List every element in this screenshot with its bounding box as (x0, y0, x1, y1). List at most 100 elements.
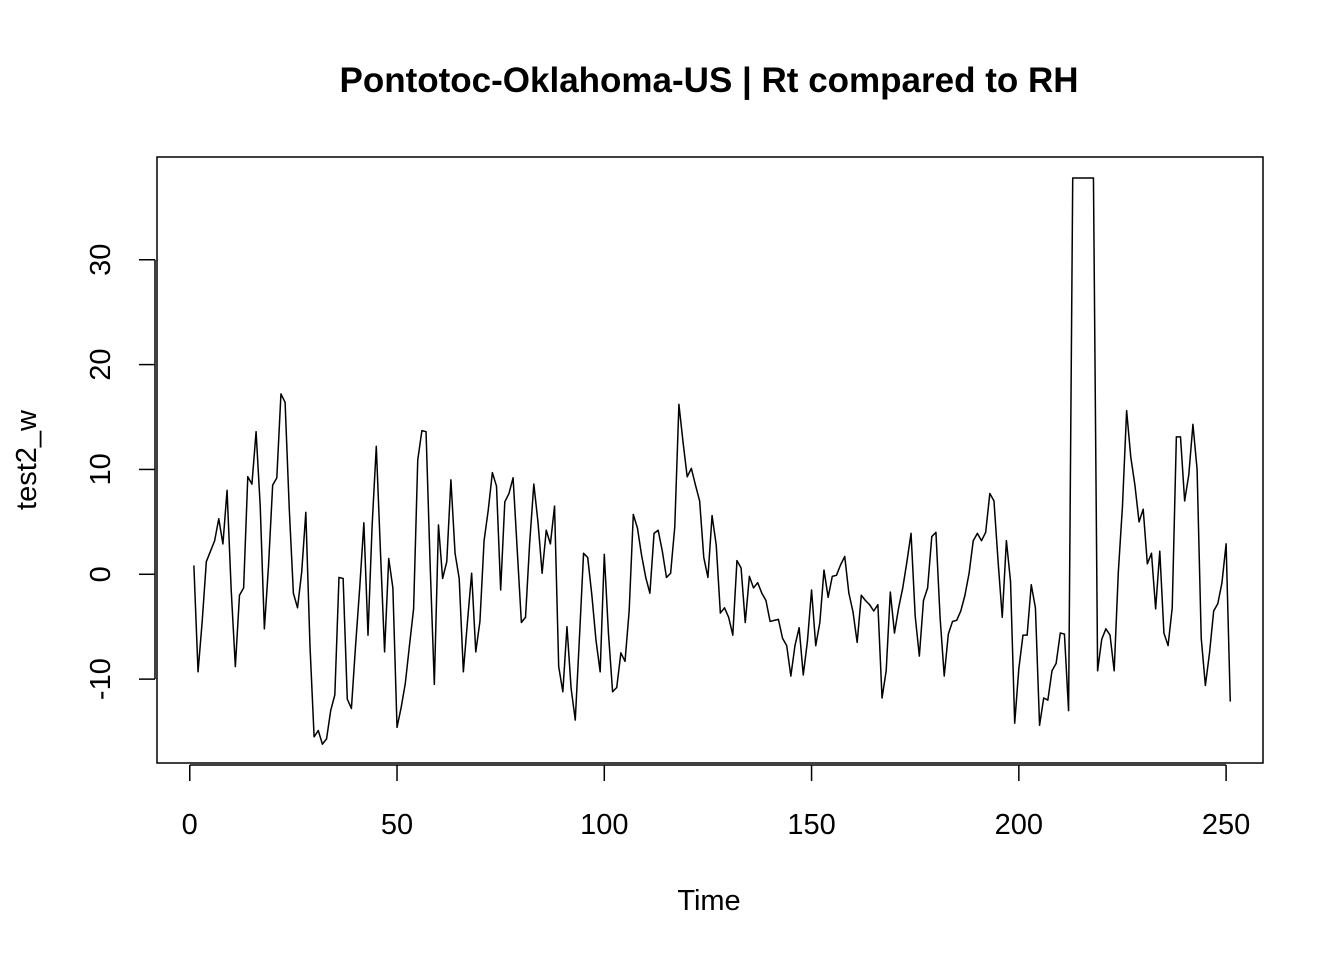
data-point (231, 589, 232, 590)
data-point (964, 595, 965, 596)
data-point (459, 578, 460, 579)
data-point (372, 524, 373, 525)
data-point (268, 565, 269, 566)
data-point (761, 593, 762, 594)
y-tick-label: 20 (85, 348, 117, 380)
data-point (890, 592, 891, 593)
data-point (919, 655, 920, 656)
data-point (537, 521, 538, 522)
data-point (318, 730, 319, 731)
data-point (600, 671, 601, 672)
x-tick-label: 250 (1202, 809, 1250, 841)
data-point (682, 442, 683, 443)
data-point (799, 627, 800, 628)
data-point (1205, 685, 1206, 686)
data-point (351, 708, 352, 709)
data-point (367, 634, 368, 635)
data-point (500, 589, 501, 590)
data-point (226, 490, 227, 491)
data-point (512, 477, 513, 478)
data-point (376, 446, 377, 447)
data-point (1051, 670, 1052, 671)
data-point (1226, 543, 1227, 544)
data-point (595, 640, 596, 641)
data-point (840, 564, 841, 565)
data-point (1163, 632, 1164, 633)
data-point (504, 501, 505, 502)
data-point (210, 551, 211, 552)
data-point (417, 459, 418, 460)
data-point (521, 622, 522, 623)
data-point (828, 597, 829, 598)
data-point (931, 536, 932, 537)
data-point (629, 610, 630, 611)
data-point (562, 691, 563, 692)
y-axis: -10 0 10 20 30 (85, 244, 155, 700)
data-point (496, 486, 497, 487)
data-point (757, 582, 758, 583)
data-point (653, 533, 654, 534)
data-point (467, 621, 468, 622)
data-point (1018, 668, 1019, 669)
data-point (301, 572, 302, 573)
data-point (554, 506, 555, 507)
data-point (687, 476, 688, 477)
data-point (384, 651, 385, 652)
data-point (1143, 509, 1144, 510)
data-point (1176, 436, 1177, 437)
data-point (1217, 603, 1218, 604)
data-point (1109, 634, 1110, 635)
data-point (740, 567, 741, 568)
data-point (454, 553, 455, 554)
data-point (1122, 506, 1123, 507)
data-point (1089, 177, 1090, 178)
data-point (807, 641, 808, 642)
data-point (1172, 607, 1173, 608)
data-point (857, 642, 858, 643)
series-line (194, 178, 1230, 744)
data-point (658, 530, 659, 531)
data-point (1002, 617, 1003, 618)
data-point (434, 684, 435, 685)
data-point (1085, 177, 1086, 178)
data-point (488, 510, 489, 511)
data-point (1072, 177, 1073, 178)
data-point (1043, 697, 1044, 698)
data-point (948, 633, 949, 634)
data-point (475, 651, 476, 652)
data-point (915, 616, 916, 617)
data-point (508, 493, 509, 494)
data-point (1184, 500, 1185, 501)
data-point (881, 697, 882, 698)
y-tick-label: -10 (85, 658, 117, 700)
data-point (790, 675, 791, 676)
data-point (550, 543, 551, 544)
data-point (471, 573, 472, 574)
data-point (533, 484, 534, 485)
data-point (1056, 663, 1057, 664)
data-point (542, 573, 543, 574)
data-point (1080, 177, 1081, 178)
data-point (960, 610, 961, 611)
data-point (952, 621, 953, 622)
data-point (811, 589, 812, 590)
plot-frame (157, 157, 1263, 763)
data-point (935, 532, 936, 533)
data-point (819, 622, 820, 623)
x-tick-label: 50 (381, 809, 413, 841)
data-point (1201, 638, 1202, 639)
data-point (641, 555, 642, 556)
y-tick-label: 10 (85, 453, 117, 485)
data-point (558, 666, 559, 667)
data-point (604, 554, 605, 555)
data-point (479, 621, 480, 622)
data-point (1138, 521, 1139, 522)
data-point (1196, 469, 1197, 470)
data-point (981, 540, 982, 541)
data-point (923, 600, 924, 601)
data-point (844, 556, 845, 557)
data-point (927, 587, 928, 588)
data-point (359, 587, 360, 588)
data-point (939, 617, 940, 618)
data-point (985, 532, 986, 533)
